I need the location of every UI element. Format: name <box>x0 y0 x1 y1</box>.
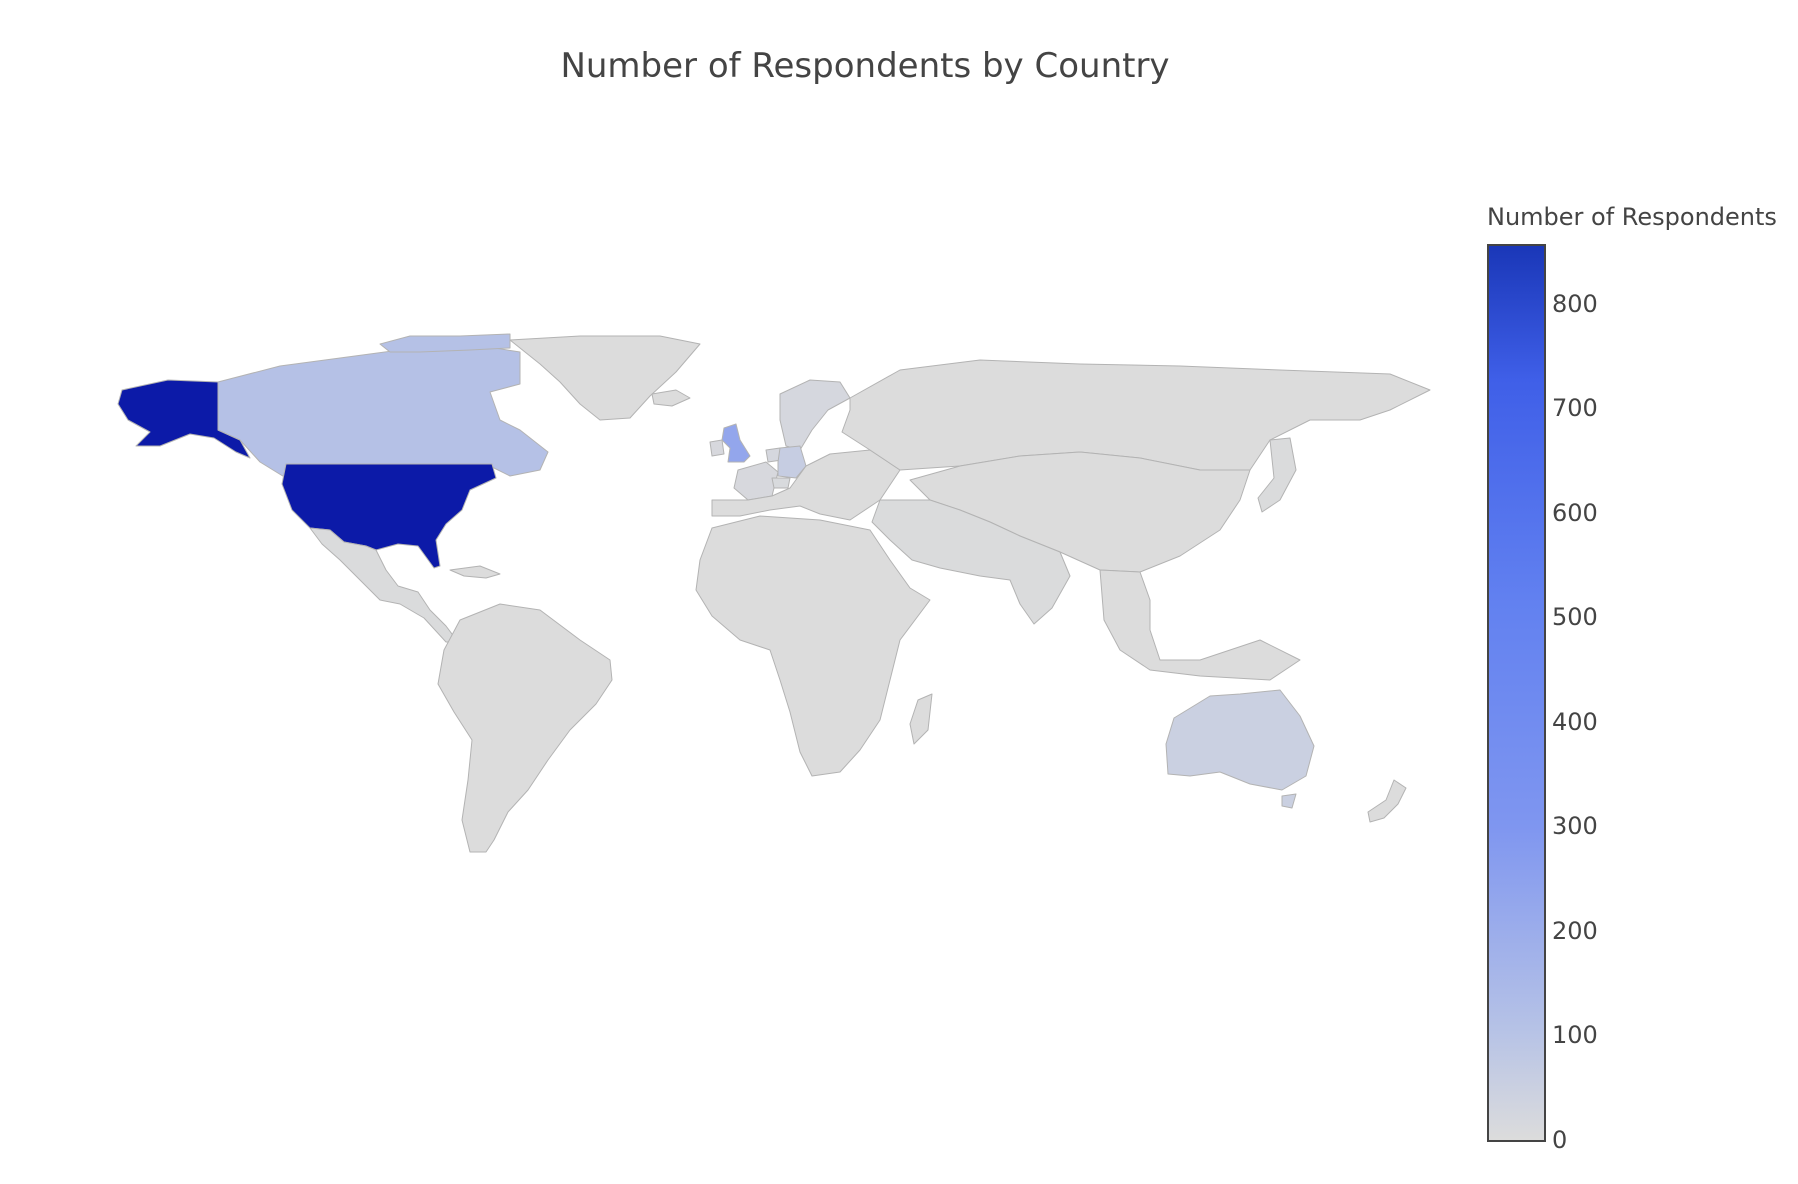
country-switzerland[interactable] <box>771 477 791 489</box>
country-russia[interactable] <box>841 359 1431 471</box>
chart-title: Number of Respondents by Country <box>560 46 1170 86</box>
country-mexico[interactable] <box>309 527 459 643</box>
colorbar-tick-500: 500 <box>1552 603 1598 632</box>
country-caribbean[interactable] <box>449 565 501 579</box>
country-germany[interactable] <box>777 445 807 479</box>
country-sweden[interactable] <box>779 379 851 451</box>
country-madagascar[interactable] <box>909 693 933 745</box>
country-australia[interactable] <box>1165 689 1315 791</box>
country-canada-islands[interactable] <box>379 333 511 353</box>
country-new-zealand[interactable] <box>1367 779 1407 823</box>
country-greenland[interactable] <box>509 335 701 421</box>
country-europe[interactable] <box>711 449 901 521</box>
country-india[interactable] <box>871 499 1071 625</box>
colorbar-tick-700: 700 <box>1552 394 1598 423</box>
country-united-kingdom[interactable] <box>721 423 751 463</box>
colorbar-title: Number of Respondents <box>1487 203 1777 231</box>
colorbar-tick-100: 100 <box>1552 1021 1598 1050</box>
colorbar <box>1487 244 1546 1142</box>
country-france[interactable] <box>733 461 779 501</box>
country-canada[interactable] <box>217 343 549 479</box>
country-united-states[interactable] <box>281 463 497 569</box>
country-africa[interactable] <box>695 515 931 777</box>
country-japan[interactable] <box>1257 437 1297 513</box>
country-ireland[interactable] <box>709 439 725 457</box>
colorbar-tick-600: 600 <box>1552 498 1598 527</box>
country-iceland[interactable] <box>651 389 691 407</box>
country-southeast-asia[interactable] <box>1099 569 1301 681</box>
country-tasmania[interactable] <box>1281 793 1297 809</box>
colorbar-tick-800: 800 <box>1552 289 1598 318</box>
colorbar-tick-400: 400 <box>1552 707 1598 736</box>
colorbar-tick-200: 200 <box>1552 916 1598 945</box>
colorbar-tick-300: 300 <box>1552 812 1598 841</box>
colorbar-tick-0: 0 <box>1552 1126 1568 1154</box>
country-south-america[interactable] <box>437 603 613 853</box>
